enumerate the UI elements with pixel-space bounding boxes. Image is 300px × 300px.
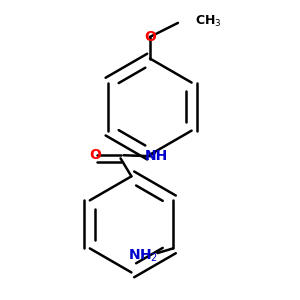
Text: O: O: [89, 148, 101, 162]
Text: NH: NH: [144, 148, 167, 163]
Text: O: O: [144, 30, 156, 44]
Text: NH$_2$: NH$_2$: [128, 248, 159, 264]
Text: CH$_3$: CH$_3$: [195, 14, 222, 29]
